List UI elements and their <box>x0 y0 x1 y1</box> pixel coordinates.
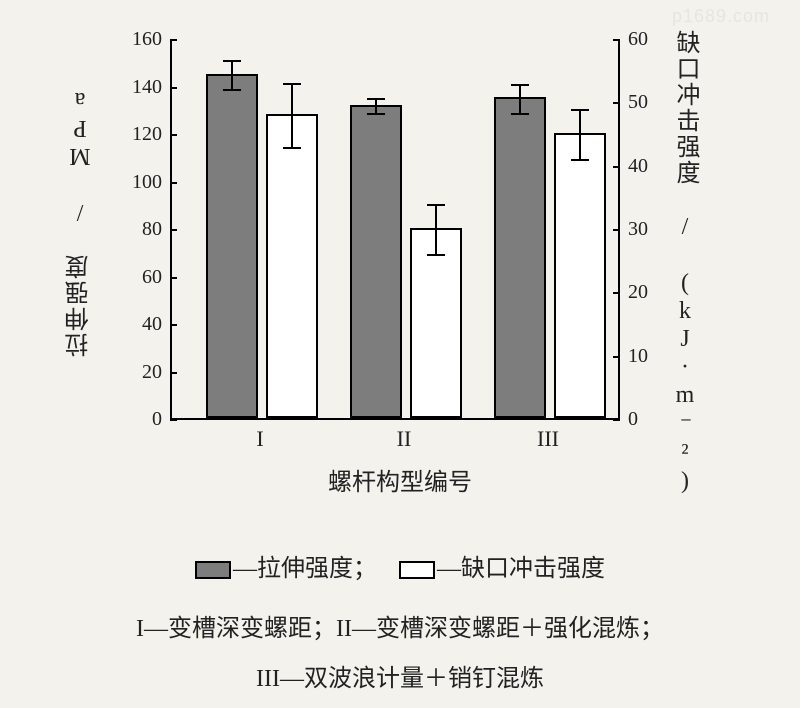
errorcap <box>511 113 529 115</box>
tickmark-right <box>613 229 620 231</box>
tickmark-right <box>613 356 620 358</box>
ytick-right: 60 <box>628 28 678 51</box>
tickmark-left <box>170 87 177 89</box>
tickmark-left <box>170 324 177 326</box>
tickmark-right <box>613 166 620 168</box>
plot-area <box>170 40 620 420</box>
errorcap <box>511 84 529 86</box>
errorcap <box>571 159 589 161</box>
tickmark-right <box>613 102 620 104</box>
errorcap <box>427 254 445 256</box>
ytick-right: 30 <box>628 218 678 241</box>
tickmark-right <box>613 419 620 421</box>
ytick-left: 60 <box>112 266 162 289</box>
xtick: III <box>537 426 559 452</box>
xtick: II <box>397 426 412 452</box>
x-axis-label: 螺杆构型编号 <box>50 462 750 497</box>
bar-impact <box>266 114 318 418</box>
ytick-right: 0 <box>628 408 678 431</box>
tickmark-right <box>613 292 620 294</box>
xtick: I <box>256 426 263 452</box>
errorbar <box>291 84 293 147</box>
bar-impact <box>554 133 606 418</box>
errorcap <box>223 89 241 91</box>
errorbar <box>375 99 377 113</box>
tickmark-left <box>170 182 177 184</box>
tickmark-left <box>170 372 177 374</box>
errorbar <box>435 205 437 256</box>
ytick-left: 0 <box>112 408 162 431</box>
tickmark-left <box>170 419 177 421</box>
ytick-right: 10 <box>628 345 678 368</box>
tickmark-left <box>170 39 177 41</box>
errorcap <box>367 113 385 115</box>
ytick-left: 100 <box>112 171 162 194</box>
bar-impact <box>410 228 462 418</box>
ytick-left: 20 <box>112 361 162 384</box>
errorcap <box>427 204 445 206</box>
errorcap <box>571 109 589 111</box>
errorbar <box>519 85 521 114</box>
ytick-left: 140 <box>112 76 162 99</box>
ytick-left: 40 <box>112 313 162 336</box>
caption-line-2: III—双波浪计量＋销钉混炼 <box>0 658 800 693</box>
bar-tensile <box>494 97 546 418</box>
legend: —拉伸强度； —缺口冲击强度 <box>0 548 800 583</box>
errorcap <box>283 147 301 149</box>
bar-tensile <box>350 105 402 419</box>
legend-label-tensile: —拉伸强度； <box>233 556 377 582</box>
ytick-right: 20 <box>628 281 678 304</box>
ytick-right: 50 <box>628 91 678 114</box>
ytick-left: 120 <box>112 123 162 146</box>
tickmark-left <box>170 277 177 279</box>
tickmark-right <box>613 39 620 41</box>
tickmark-left <box>170 229 177 231</box>
ytick-left: 160 <box>112 28 162 51</box>
caption-line-1: I—变槽深变螺距；II—变槽深变螺距＋强化混炼； <box>0 608 800 643</box>
legend-swatch-tensile <box>195 561 231 579</box>
errorbar <box>231 61 233 90</box>
legend-swatch-impact <box>399 561 435 579</box>
errorcap <box>223 60 241 62</box>
errorbar <box>579 110 581 161</box>
bar-tensile <box>206 74 258 418</box>
ytick-left: 80 <box>112 218 162 241</box>
legend-label-impact: —缺口冲击强度 <box>437 556 605 582</box>
chart: 拉伸强度 / MPa 缺口冲击强度 / (kJ·m⁻²) 螺杆构型编号 0204… <box>50 20 750 500</box>
errorcap <box>283 83 301 85</box>
y-axis-left-label: 拉伸强度 / MPa <box>62 85 97 357</box>
errorcap <box>367 98 385 100</box>
ytick-right: 40 <box>628 155 678 178</box>
tickmark-left <box>170 134 177 136</box>
